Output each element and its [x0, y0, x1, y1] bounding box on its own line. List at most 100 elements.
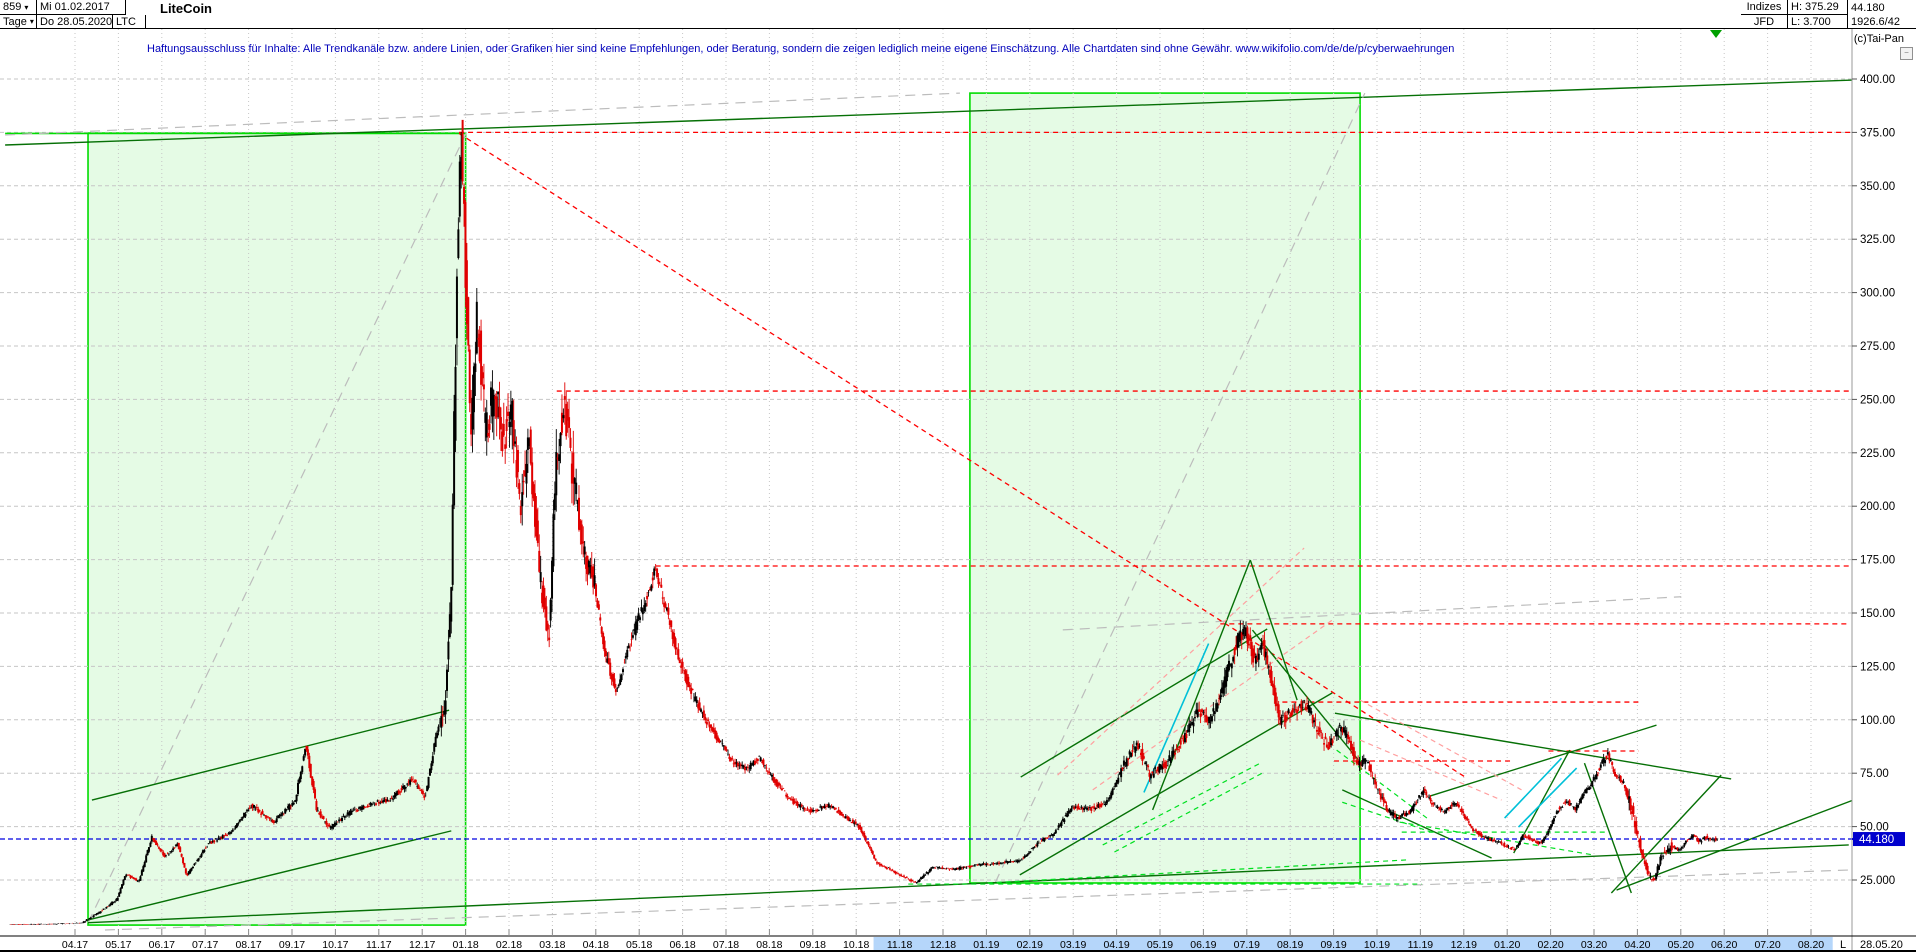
- trendline[interactable]: [1057, 547, 1305, 776]
- trendline[interactable]: [1020, 628, 1268, 778]
- y-axis-label: 125.00: [1860, 661, 1895, 673]
- date-to-field[interactable]: Do 28.05.2020: [37, 15, 113, 29]
- trendline[interactable]: [1334, 712, 1732, 780]
- y-axis-label: 275.00: [1860, 341, 1895, 353]
- y-axis-label: 375.00: [1860, 127, 1895, 139]
- markers: [1710, 30, 1722, 38]
- bars-count-value: 859: [3, 1, 22, 13]
- x-axis-label: 05.17: [105, 939, 131, 951]
- trendline[interactable]: [1092, 619, 1333, 791]
- y-axis-label: 50.00: [1860, 822, 1889, 834]
- date-range-highlight: [873, 937, 1833, 951]
- trendline[interactable]: [1359, 739, 1502, 801]
- x-axis-label: 09.19: [1320, 939, 1346, 951]
- trendlines: [5, 79, 1854, 931]
- trendline[interactable]: [1429, 724, 1657, 797]
- trendline[interactable]: [1251, 629, 1361, 763]
- y-axis-label: 325.00: [1860, 234, 1895, 246]
- collapse-pane-button[interactable]: −: [1900, 47, 1913, 60]
- range-low-value: L: 3.700: [1791, 15, 1831, 28]
- trend-zone-boxes: [87, 92, 1361, 926]
- y-axis-label: 75.00: [1860, 768, 1889, 780]
- trend-zone-border: [969, 92, 1361, 884]
- trendline[interactable]: [1342, 801, 1432, 833]
- trendline[interactable]: [458, 132, 1468, 779]
- trendline[interactable]: [87, 844, 1849, 924]
- x-axis-label: 11.19: [1408, 939, 1434, 951]
- trendline[interactable]: [1359, 699, 1522, 791]
- y-axis-label: 400.00: [1860, 74, 1895, 86]
- y-axis-label: 150.00: [1860, 608, 1895, 620]
- x-axis-label: 12.17: [409, 939, 435, 951]
- trendline[interactable]: [5, 92, 960, 136]
- x-axis-label: 04.17: [62, 939, 88, 951]
- x-axis-label: 03.20: [1581, 939, 1607, 951]
- x-axis-label: 01.19: [973, 939, 999, 951]
- last-price: 44.180: [1848, 0, 1916, 15]
- bars-count-dropdown[interactable]: 859 ▾: [0, 0, 37, 15]
- x-axis-label: 12.18: [930, 939, 956, 951]
- x-axis-label: 03.19: [1060, 939, 1086, 951]
- date-from-field[interactable]: Mi 01.02.2017: [37, 0, 126, 15]
- trendline[interactable]: [5, 79, 1854, 146]
- trendline[interactable]: [1399, 821, 1594, 856]
- trendline[interactable]: [1151, 559, 1251, 811]
- current-price-tag: [1853, 832, 1905, 847]
- y-axis-label: 350.00: [1860, 181, 1895, 193]
- range-high: H: 375.29: [1788, 0, 1848, 15]
- last-date-label: 28.05.20: [1860, 939, 1903, 951]
- trendline[interactable]: [91, 709, 450, 801]
- x-axis-label: 04.19: [1103, 939, 1129, 951]
- y-axis: 400.00 375.00 350.00 325.00 300.00 275.00 250.…: [1851, 29, 1916, 952]
- y-axis-label: 300.00: [1860, 288, 1895, 300]
- trendline[interactable]: [1341, 789, 1492, 859]
- trendline[interactable]: [1102, 762, 1261, 846]
- x-axis-label: 08.18: [756, 939, 782, 951]
- trendline[interactable]: [987, 859, 1407, 884]
- range-high-value: H: 375.29: [1791, 1, 1839, 13]
- symbol-value: LTC: [116, 15, 136, 28]
- x-axis-label: 05.18: [626, 939, 652, 951]
- trend-zone: [969, 93, 1361, 883]
- last-marker-label: L: [1840, 939, 1846, 951]
- volume-field: 1926.6/42: [1848, 15, 1916, 29]
- x-axis-label: 06.20: [1711, 939, 1737, 951]
- y-axis-label: 175.00: [1860, 555, 1895, 567]
- x-axis-label: 07.20: [1754, 939, 1780, 951]
- instrument-title: LiteCoin: [160, 1, 212, 16]
- x-axis-label: 03.18: [539, 939, 565, 951]
- trendline[interactable]: [87, 133, 467, 924]
- volume-value: 1926.6/42: [1851, 15, 1900, 28]
- x-axis-label: 09.17: [279, 939, 305, 951]
- x-axis-label: 08.17: [235, 939, 261, 951]
- chevron-down-icon: ▾: [29, 17, 34, 26]
- trendline[interactable]: [1610, 774, 1722, 894]
- trendline[interactable]: [1517, 767, 1578, 828]
- period-dropdown[interactable]: Tage ▾: [0, 15, 37, 29]
- trendline[interactable]: [87, 830, 452, 921]
- x-axis-label: 04.20: [1624, 939, 1650, 951]
- x-axis-label: 12.19: [1451, 939, 1477, 951]
- x-axis-label: 07.17: [192, 939, 218, 951]
- x-axis-label: 02.20: [1537, 939, 1563, 951]
- exchange-label: Indizes: [1741, 0, 1788, 15]
- date-from-value: Mi 01.02.2017: [40, 1, 110, 13]
- y-axis-label: 225.00: [1860, 448, 1895, 460]
- trendline[interactable]: [1504, 757, 1563, 819]
- exchange-value: Indizes: [1746, 1, 1782, 13]
- x-axis-label: 01.18: [452, 939, 478, 951]
- feed-label: JFD: [1741, 15, 1788, 29]
- x-axis-label: 05.20: [1668, 939, 1694, 951]
- x-axis[interactable]: 04.17 05.17 06.17 07.17 08.17 09.17 10.17 11.17…: [0, 929, 1916, 952]
- trendline[interactable]: [1249, 559, 1298, 701]
- trendline[interactable]: [994, 92, 1366, 884]
- x-axis-label: 02.18: [496, 939, 522, 951]
- trendline[interactable]: [1062, 596, 1682, 631]
- last-price-value: 44.180: [1851, 1, 1885, 14]
- trendline[interactable]: [104, 869, 1851, 931]
- symbol-field[interactable]: LTC: [113, 15, 146, 29]
- chart-marker-triangle-icon: [1710, 30, 1722, 38]
- x-axis-label: 02.19: [1017, 939, 1043, 951]
- date-to-value: Do 28.05.2020: [40, 15, 113, 28]
